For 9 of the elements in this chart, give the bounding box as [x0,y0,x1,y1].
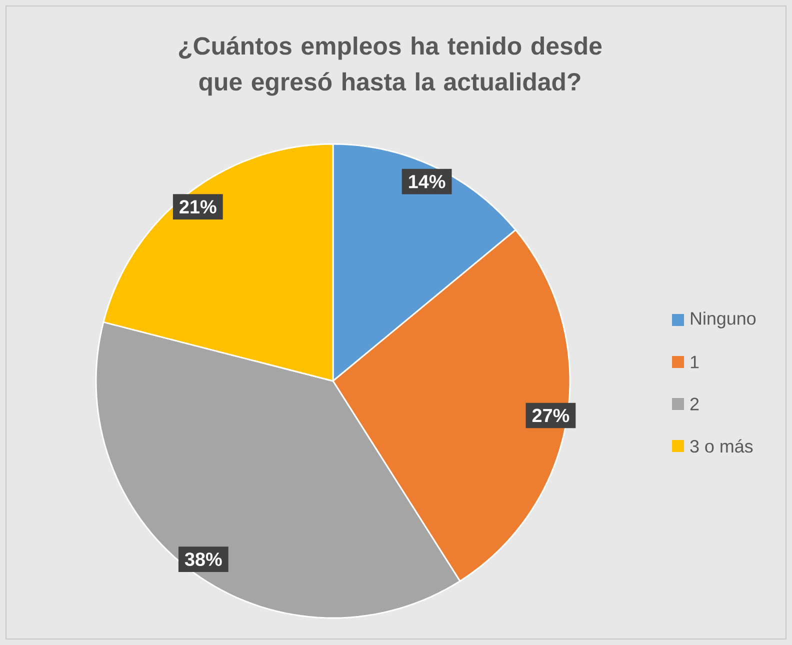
legend-label: 2 [690,398,699,410]
data-label: 14% [409,174,446,188]
legend-label: 1 [690,356,699,368]
data-label: 27% [532,408,570,422]
data-label: 38% [184,552,222,566]
data-label: 21% [180,200,216,214]
legend-label: 3 o más [690,439,753,453]
chart-title: ¿Cuántos empleos ha tenido desde que egresó hasta la actualidad? [178,36,602,96]
legend-label: Ninguno [691,312,756,328]
